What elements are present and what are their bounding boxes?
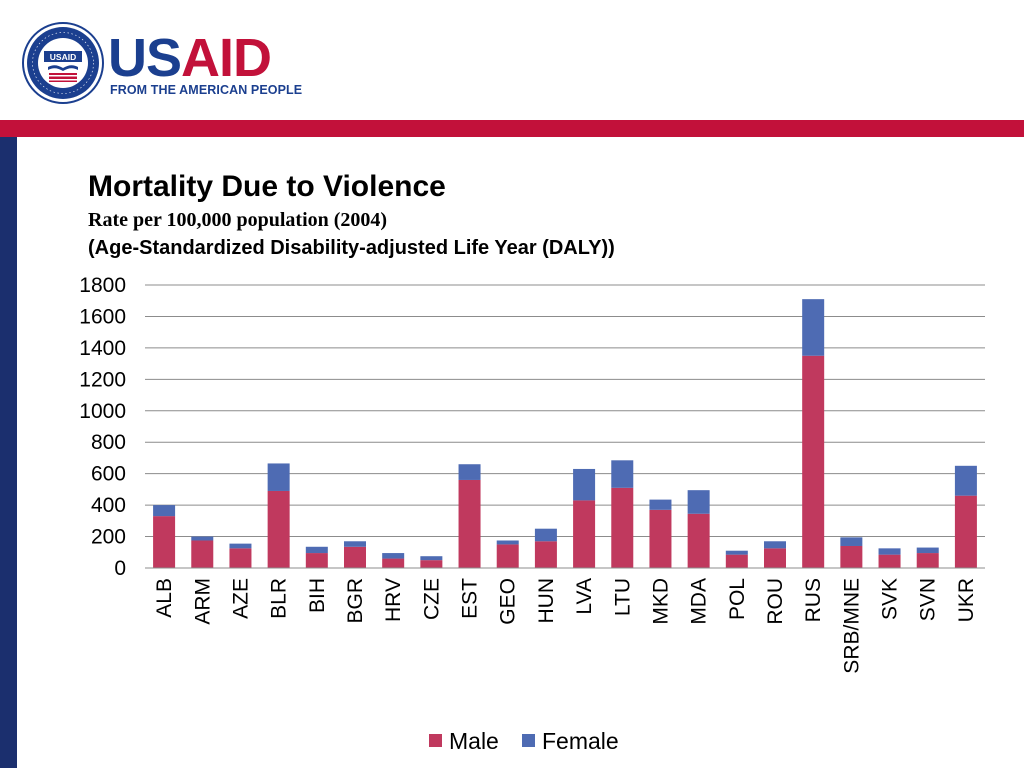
usaid-wordmark: USAID: [108, 28, 272, 88]
chart-subtitle-daly: (Age-Standardized Disability-adjusted Li…: [88, 237, 615, 259]
bar-female-hun: [534, 528, 557, 542]
x-tick-label: ROU: [764, 578, 787, 625]
bars: [153, 299, 977, 568]
wordmark-us: US: [108, 28, 182, 88]
bar-female-est: [458, 464, 481, 480]
bar-female-rou: [764, 541, 786, 549]
bar-male-srb-mne: [840, 545, 863, 568]
legend-swatch-female: [522, 734, 535, 747]
bar-male-pol: [725, 554, 748, 568]
bar-female-mkd: [649, 499, 672, 510]
bar-male-lva: [573, 500, 596, 568]
bar-male-alb: [153, 516, 176, 568]
bar-female-rus: [802, 299, 825, 356]
x-tick-label: ALB: [153, 578, 176, 618]
bar-male-mkd: [649, 509, 672, 568]
axes: 0 200 400 600 800 1000 1200 1400 1600 1800 ALB ARM A…: [79, 274, 985, 674]
bar-female-bgr: [344, 541, 366, 547]
bar-male-est: [458, 479, 481, 568]
chart-title: Mortality Due to Violence: [88, 170, 446, 203]
wordmark-aid: AID: [181, 28, 272, 88]
bar-male-rou: [764, 548, 786, 568]
header: USAID USAID FROM THE AMERICAN PEOPLE: [0, 0, 1024, 120]
bar-female-lva: [573, 468, 596, 501]
bar-male-aze: [229, 548, 252, 568]
x-tick-label: ARM: [191, 578, 214, 625]
x-tick-label: LVA: [573, 578, 596, 615]
x-tick-label: BLR: [268, 578, 291, 619]
bar-male-rus: [802, 355, 825, 568]
bar-male-hrv: [382, 558, 405, 568]
x-tick-label: POL: [726, 578, 749, 620]
bar-male-cze: [420, 560, 443, 568]
chart-subtitle: Rate per 100,000 population (2004): [88, 209, 388, 231]
bar-female-ltu: [611, 460, 634, 488]
brand-tagline: FROM THE AMERICAN PEOPLE: [110, 83, 303, 97]
bar-male-bih: [305, 553, 328, 568]
bar-female-aze: [229, 543, 252, 549]
bar-female-svk: [878, 548, 901, 555]
x-tick-label: GEO: [497, 578, 520, 625]
x-tick-label: HUN: [535, 578, 558, 624]
bar-male-geo: [496, 544, 519, 568]
y-tick-label: 200: [91, 526, 126, 549]
bar-male-svk: [878, 554, 901, 568]
bar-female-blr: [267, 463, 290, 491]
y-tick-label: 800: [91, 431, 126, 454]
x-tick-label: CZE: [420, 578, 443, 620]
bar-male-ltu: [611, 487, 634, 568]
bar-female-mda: [687, 490, 710, 514]
usaid-seal-logo: USAID: [22, 22, 104, 104]
bar-male-arm: [191, 540, 214, 568]
legend: Male Female: [429, 728, 619, 754]
y-tick-label: 0: [114, 557, 126, 580]
y-tick-label: 1400: [79, 337, 126, 360]
bar-male-hun: [534, 541, 557, 568]
bar-female-arm: [191, 536, 214, 541]
bar-female-hrv: [382, 553, 405, 559]
legend-swatch-male: [429, 734, 442, 747]
x-tick-label: UKR: [955, 578, 978, 622]
y-tick-label: 1200: [79, 368, 126, 391]
seal-center-text: USAID: [50, 52, 76, 62]
x-tick-label: BIH: [306, 578, 329, 613]
x-tick-label: SRB/MNE: [840, 578, 863, 674]
bar-female-pol: [725, 550, 748, 555]
y-tick-label: 1800: [79, 274, 126, 297]
y-tick-label: 400: [91, 494, 126, 517]
bar-female-bih: [305, 546, 328, 554]
x-tick-label: AZE: [229, 578, 252, 619]
bar-female-srb-mne: [840, 537, 863, 546]
legend-label-male: Male: [449, 728, 499, 754]
y-tick-label: 600: [91, 463, 126, 486]
y-tick-label: 1600: [79, 305, 126, 328]
bar-male-ukr: [954, 495, 977, 568]
x-tick-label: MDA: [688, 578, 711, 625]
y-tick-label: 1000: [79, 400, 126, 423]
bar-female-ukr: [954, 465, 977, 496]
bar-male-blr: [267, 490, 290, 568]
x-tick-label: MKD: [649, 578, 672, 625]
x-tick-label: LTU: [611, 578, 634, 616]
bar-male-bgr: [344, 546, 366, 568]
side-accent-bar: [0, 137, 17, 768]
x-tick-label: HRV: [382, 578, 405, 622]
x-tick-label: EST: [459, 578, 482, 619]
bar-female-cze: [420, 556, 443, 561]
x-tick-label: SVK: [879, 578, 902, 620]
x-tick-label: SVN: [917, 578, 940, 621]
bar-male-mda: [687, 513, 710, 568]
header-divider-bar: [0, 120, 1024, 137]
bar-female-geo: [496, 540, 519, 545]
x-tick-label: RUS: [802, 578, 825, 622]
bar-female-alb: [153, 505, 176, 517]
x-tick-label: BGR: [344, 578, 367, 624]
bar-female-svn: [916, 547, 939, 554]
bar-male-svn: [916, 553, 939, 568]
legend-label-female: Female: [542, 728, 619, 754]
